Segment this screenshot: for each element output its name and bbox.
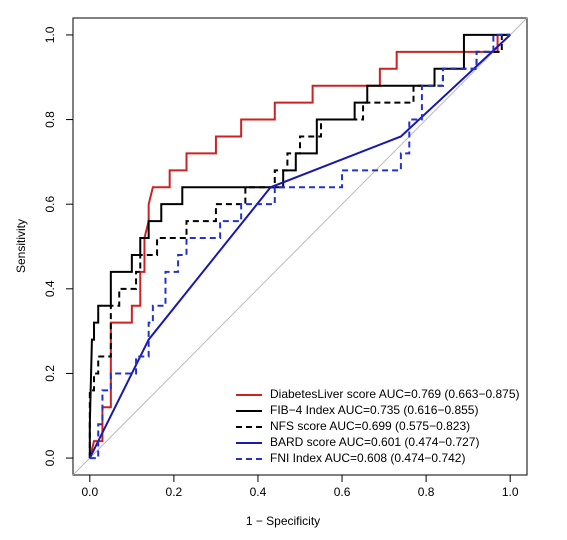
y-tick-label: 1.0 bbox=[43, 26, 57, 43]
x-tick-label: 0.4 bbox=[250, 485, 267, 499]
roc-curve bbox=[88, 34, 511, 459]
legend-label: FIB−4 Index AUC=0.735 (0.616−0.855) bbox=[270, 403, 478, 417]
x-tick-label: 0.8 bbox=[418, 485, 435, 499]
y-tick-label: 0.6 bbox=[43, 196, 57, 213]
roc-curve bbox=[89, 33, 511, 460]
y-tick-label: 0.0 bbox=[43, 449, 57, 466]
plot-frame bbox=[72, 17, 528, 476]
roc-curve bbox=[88, 33, 511, 459]
legend-label: DiabetesLiver score AUC=0.769 (0.663−0.8… bbox=[270, 387, 520, 401]
legend-label: NFS score AUC=0.699 (0.575−0.823) bbox=[270, 419, 470, 433]
x-axis-title: 1 − Specificity bbox=[246, 514, 320, 528]
y-tick-label: 0.4 bbox=[43, 280, 57, 297]
y-tick-label: 0.2 bbox=[43, 365, 57, 382]
roc-curve bbox=[88, 33, 511, 459]
x-tick-label: 0.6 bbox=[334, 485, 351, 499]
x-tick-label: 0.2 bbox=[166, 485, 183, 499]
x-tick-label: 0.0 bbox=[81, 485, 98, 499]
x-tick-label: 1.0 bbox=[502, 485, 519, 499]
y-tick-label: 0.8 bbox=[43, 111, 57, 128]
y-axis-title: Sensitivity bbox=[14, 219, 28, 273]
legend-label: BARD score AUC=0.601 (0.474−0.727) bbox=[270, 435, 479, 449]
reference-diagonal bbox=[72, 17, 528, 476]
legend-label: FNI Index AUC=0.608 (0.474−0.742) bbox=[270, 451, 465, 465]
